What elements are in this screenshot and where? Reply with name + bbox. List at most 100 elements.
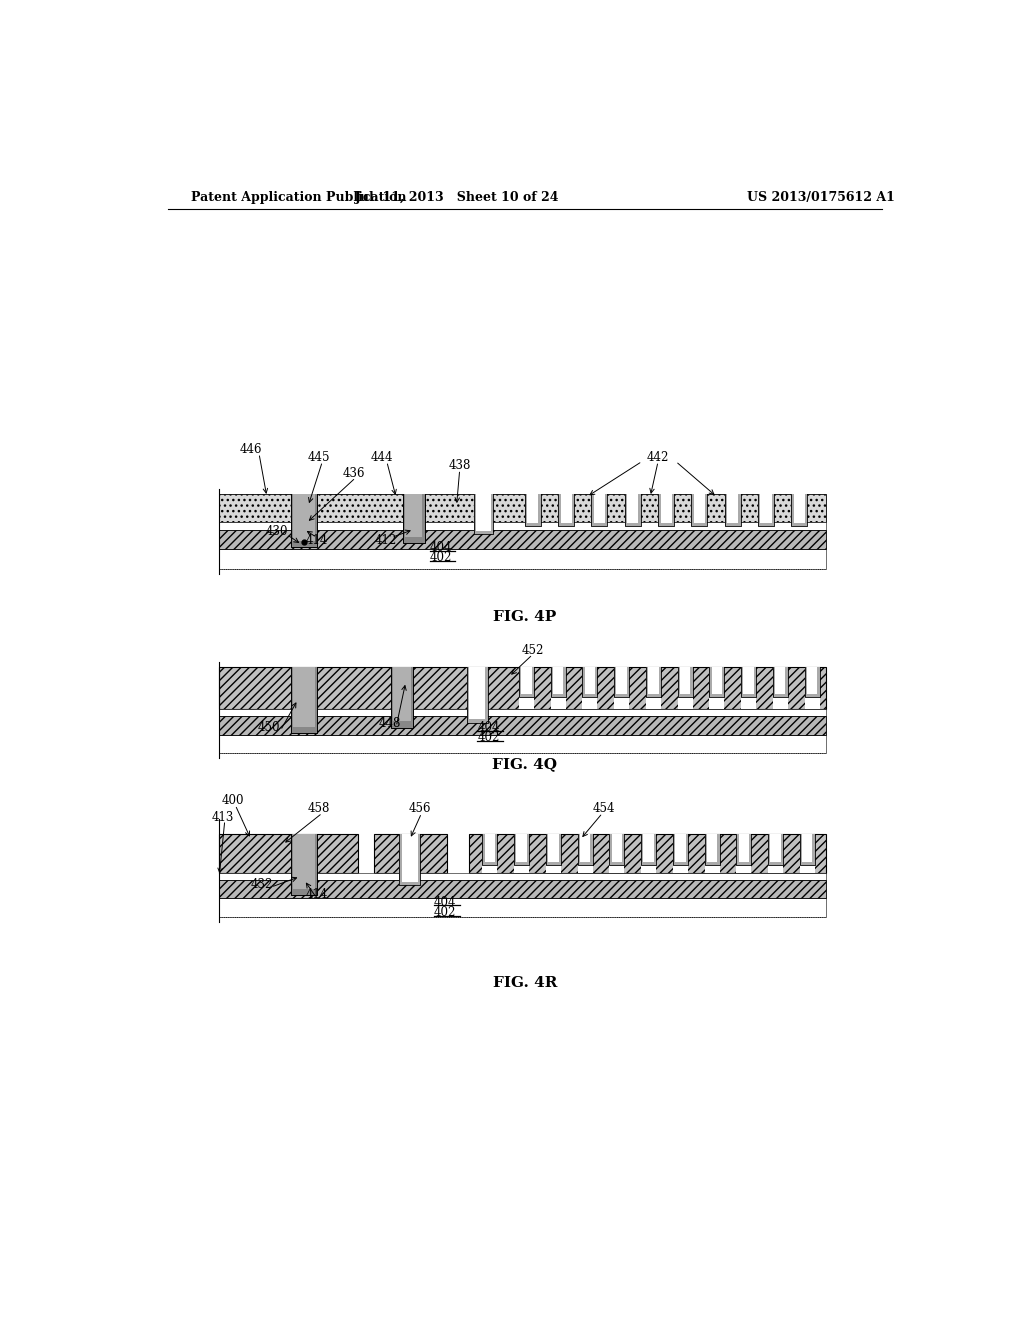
Bar <box>800 834 815 865</box>
Bar <box>773 667 787 697</box>
Bar <box>725 494 740 527</box>
Bar <box>467 667 487 709</box>
Bar <box>469 834 826 873</box>
Text: Patent Application Publication: Patent Application Publication <box>191 190 407 203</box>
Bar <box>402 494 425 523</box>
Bar <box>658 494 674 523</box>
Bar <box>743 667 754 694</box>
Bar <box>707 834 717 862</box>
Bar <box>641 834 656 873</box>
Text: 404: 404 <box>477 721 500 734</box>
Text: 448: 448 <box>379 717 401 730</box>
Bar <box>219 494 826 523</box>
Text: 442: 442 <box>647 450 670 463</box>
Bar <box>768 834 783 873</box>
Bar <box>294 667 315 726</box>
Bar <box>399 834 420 873</box>
Bar <box>291 667 317 733</box>
Text: 414: 414 <box>306 535 328 546</box>
Text: 446: 446 <box>240 442 262 455</box>
Bar <box>391 667 413 727</box>
Bar <box>805 667 819 697</box>
Bar <box>527 494 539 523</box>
Bar <box>546 834 561 865</box>
Bar <box>614 667 629 709</box>
Text: Jul. 11, 2013   Sheet 10 of 24: Jul. 11, 2013 Sheet 10 of 24 <box>355 190 559 203</box>
Bar <box>807 667 817 694</box>
Bar <box>625 494 641 523</box>
Bar <box>474 494 494 535</box>
Text: 413: 413 <box>211 810 233 824</box>
Bar <box>614 667 629 697</box>
Bar <box>609 834 625 873</box>
Bar <box>792 494 807 527</box>
Bar <box>546 834 561 873</box>
Bar <box>758 494 774 523</box>
Bar <box>391 667 413 709</box>
Bar <box>594 494 605 523</box>
Bar <box>592 494 607 523</box>
Bar <box>641 834 656 865</box>
Bar <box>399 834 420 886</box>
Bar <box>551 667 565 697</box>
Bar <box>558 494 574 527</box>
Text: FIG. 4Q: FIG. 4Q <box>493 758 557 771</box>
Bar <box>519 667 534 709</box>
Bar <box>725 494 740 523</box>
Bar <box>773 667 787 709</box>
Text: 444: 444 <box>371 450 393 463</box>
Text: 445: 445 <box>307 450 330 463</box>
Bar <box>643 834 653 862</box>
Bar <box>712 667 722 694</box>
Bar <box>792 494 807 523</box>
Bar <box>219 531 826 549</box>
Bar <box>678 667 692 697</box>
Bar <box>219 523 826 531</box>
Bar <box>294 834 315 890</box>
Bar <box>678 667 692 709</box>
Bar <box>625 494 641 527</box>
Bar <box>673 834 688 873</box>
Bar <box>219 717 826 735</box>
Bar <box>524 494 541 523</box>
Bar <box>673 834 688 865</box>
Text: 456: 456 <box>409 803 431 816</box>
Bar <box>611 834 622 862</box>
Text: 458: 458 <box>307 803 330 816</box>
Bar <box>219 899 826 916</box>
Text: 454: 454 <box>593 803 615 816</box>
Bar <box>524 494 541 527</box>
Bar <box>291 494 317 523</box>
Bar <box>660 494 672 523</box>
Bar <box>578 834 593 865</box>
Bar <box>219 834 826 916</box>
Text: FIG. 4P: FIG. 4P <box>494 610 556 624</box>
Bar <box>805 667 819 709</box>
Bar <box>646 667 660 697</box>
Bar <box>658 494 674 527</box>
Bar <box>469 667 485 719</box>
Bar <box>219 834 358 873</box>
Bar <box>516 834 526 862</box>
Text: 430: 430 <box>266 525 289 539</box>
Bar <box>758 494 774 527</box>
Bar <box>794 494 805 523</box>
Bar <box>467 667 487 722</box>
Bar <box>291 667 317 709</box>
Bar <box>691 494 708 527</box>
Bar <box>738 834 749 862</box>
Bar <box>219 667 826 752</box>
Bar <box>558 494 574 523</box>
Bar <box>736 834 752 865</box>
Bar <box>609 834 625 865</box>
Text: 414: 414 <box>306 888 328 900</box>
Bar <box>741 667 756 697</box>
Bar <box>219 494 826 569</box>
Text: 404: 404 <box>430 541 452 554</box>
Bar <box>521 667 531 694</box>
Bar <box>761 494 772 523</box>
Bar <box>553 667 563 694</box>
Bar <box>705 834 720 865</box>
Bar <box>291 834 317 895</box>
Bar <box>648 667 658 694</box>
